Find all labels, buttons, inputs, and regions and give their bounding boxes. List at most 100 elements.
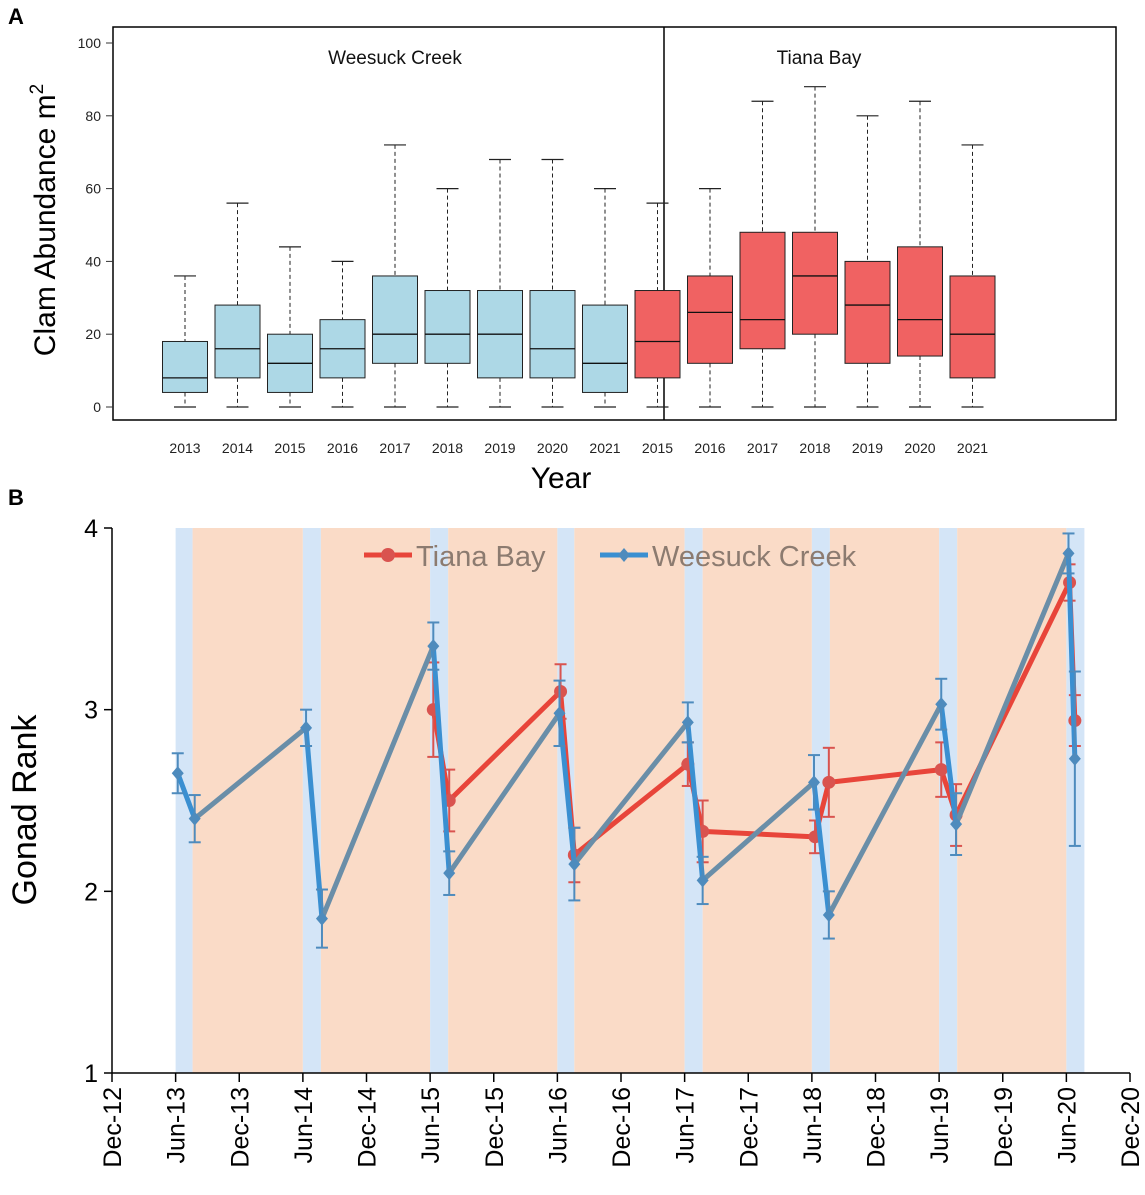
x-tick-label: 2017: [379, 440, 410, 456]
season-band: [811, 528, 830, 1073]
x-tick-label: 2013: [169, 440, 200, 456]
iqr-box: [634, 290, 681, 379]
y-tick-label: 40: [85, 253, 101, 269]
data-point-diamond: [553, 706, 566, 721]
x-tick-label: Dec-13: [226, 1087, 254, 1168]
data-point-diamond: [807, 775, 820, 790]
data-point-diamond: [443, 866, 456, 881]
y-tick-label: 100: [78, 35, 102, 51]
y-axis-title-superscript: 2: [27, 84, 48, 95]
y-tick-label: 4: [84, 515, 98, 543]
series-segment: [685, 719, 706, 883]
x-tick-label: 2019: [852, 440, 883, 456]
legend-label: Weesuck Creek: [652, 541, 857, 573]
series-segment: [700, 779, 817, 883]
box-weesuck-creek-2016: [319, 260, 366, 408]
box-tiana-bay-2021: [949, 144, 996, 408]
box-weesuck-creek-2013: [162, 275, 208, 408]
series-segment: [811, 779, 832, 918]
iqr-box: [582, 304, 628, 393]
x-tick-label: 2017: [747, 440, 778, 456]
data-point-circle: [554, 685, 568, 698]
data-point-diamond: [822, 907, 835, 922]
season-band: [574, 528, 685, 1073]
panel-b-label: B: [8, 485, 24, 510]
season-band: [192, 528, 303, 1073]
x-tick-label: Dec-20: [1117, 1087, 1145, 1168]
x-tick-label: Jun-19: [926, 1087, 954, 1163]
series-segment: [953, 550, 1071, 827]
y-tick-label: 1: [84, 1060, 98, 1088]
panel-b-line-chart: 1 2 3 4 Dec-12 Jun-13 Dec-13 Jun-14 Dec-14 Jun-15…: [6, 515, 1145, 1168]
x-tick-label: Dec-14: [354, 1087, 382, 1168]
iqr-box: [792, 231, 838, 335]
series-segment: [175, 770, 198, 822]
plot-frame-a: [112, 26, 1117, 421]
x-tick-label: 2021: [589, 440, 620, 456]
iqr-box: [372, 275, 418, 364]
x-tick-label: Dec-12: [99, 1087, 127, 1168]
y-tick-label: 60: [85, 181, 101, 197]
y-axis-title: Clam Abundance m2: [27, 84, 62, 356]
x-tick-label: Dec-19: [990, 1087, 1018, 1168]
x-tick-label: Jun-16: [544, 1087, 572, 1163]
y-tick-label: 80: [85, 108, 101, 124]
x-tick-label: Dec-18: [863, 1087, 891, 1168]
box-tiana-bay-2015: [634, 202, 681, 408]
iqr-box: [949, 275, 996, 379]
box-weesuck-creek-2015: [267, 246, 313, 408]
y-tick-label: 2: [84, 878, 98, 906]
iqr-box: [529, 290, 576, 379]
series-segment: [303, 725, 325, 922]
x-tick-label: 2015: [274, 440, 305, 456]
iqr-box: [424, 290, 471, 364]
series-segment: [571, 719, 691, 867]
series-weesuck-creek: [171, 532, 1081, 949]
data-point-diamond: [188, 811, 201, 826]
x-tick-label: 2018: [799, 440, 830, 456]
data-point-diamond: [315, 911, 328, 926]
x-tick-label: 2020: [537, 440, 568, 456]
box-tiana-bay-2020: [897, 100, 943, 408]
series-segment: [430, 643, 452, 876]
x-tick-label: 2016: [327, 440, 358, 456]
y-tick-label: 3: [84, 697, 98, 725]
season-band: [939, 528, 958, 1073]
legend: Tiana Bay Weesuck Creek: [364, 541, 857, 573]
legend-swatch-marker: [381, 548, 395, 562]
box-tiana-bay-2016: [687, 188, 733, 408]
series-segment: [319, 643, 436, 922]
box-weesuck-creek-2018: [424, 188, 471, 408]
data-point-diamond: [300, 720, 313, 735]
x-tick-label: 2021: [957, 440, 988, 456]
season-band: [175, 528, 193, 1073]
y-axis-title: Gonad Rank: [6, 714, 44, 906]
legend-swatch-marker: [618, 548, 630, 562]
legend-label: Tiana Bay: [416, 541, 546, 573]
series-segment: [938, 701, 959, 827]
x-tick-label: Dec-17: [735, 1087, 763, 1168]
box-weesuck-creek-2021: [582, 188, 628, 408]
x-tick-label: Jun-14: [290, 1087, 318, 1164]
x-tick-label: 2020: [904, 440, 935, 456]
series-segment: [446, 710, 562, 876]
box-tiana-bay-2017: [739, 100, 786, 408]
x-tick-label: 2016: [694, 440, 725, 456]
site-label: Tiana Bay: [777, 48, 862, 69]
data-point-diamond: [1062, 546, 1075, 561]
iqr-box: [739, 231, 786, 350]
x-tick-label: 2019: [484, 440, 515, 456]
x-tick-label: Jun-15: [417, 1087, 445, 1163]
season-band: [829, 528, 940, 1073]
x-tick-label: Jun-13: [163, 1087, 191, 1163]
panel-a-boxplot: 0 20 40 60 80 100 Clam Abundance m2 Year Weesuck…: [27, 26, 1117, 495]
x-axis-title: Year: [531, 462, 592, 495]
x-tick-label: Jun-17: [672, 1087, 700, 1163]
season-band: [957, 528, 1067, 1073]
season-band: [448, 528, 558, 1073]
x-tick-label: 2015: [642, 440, 673, 456]
series-segment: [556, 710, 577, 867]
series-segment: [1065, 550, 1078, 762]
box-weesuck-creek-2019: [477, 158, 523, 408]
